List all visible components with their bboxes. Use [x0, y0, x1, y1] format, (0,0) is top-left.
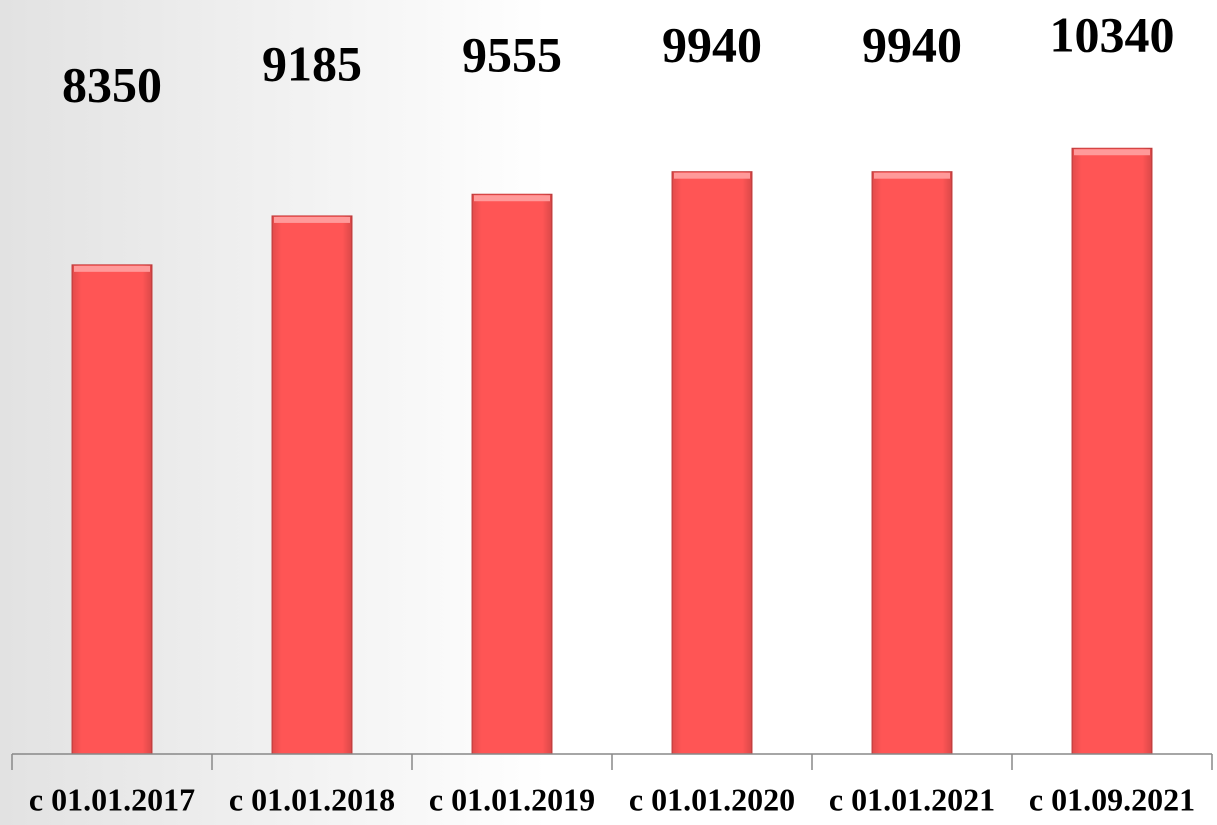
value-label: 9940 — [862, 17, 962, 73]
value-label: 10340 — [1050, 7, 1175, 63]
x-tick-label: c 01.01.2018 — [229, 781, 395, 817]
x-tick-label: c 01.01.2019 — [429, 781, 595, 817]
bar-shade — [472, 194, 552, 754]
x-tick-label: c 01.01.2020 — [629, 781, 795, 817]
x-tick-label: c 01.01.2021 — [829, 781, 995, 817]
bar-highlight — [274, 216, 350, 223]
value-label: 9185 — [262, 36, 362, 92]
bar-highlight — [74, 265, 150, 272]
bar-shade — [672, 171, 752, 755]
bar-shade — [72, 264, 152, 754]
bar-shade — [272, 215, 352, 754]
value-label: 9940 — [662, 17, 762, 73]
bar-shade — [872, 171, 952, 755]
bar-highlight — [1074, 149, 1150, 156]
value-label: 8350 — [62, 57, 162, 113]
bar-highlight — [674, 172, 750, 179]
x-tick-label: c 01.01.2017 — [29, 781, 195, 817]
bar-shade — [1072, 148, 1152, 754]
value-label: 9555 — [462, 26, 562, 82]
x-tick-label: c 01.09.2021 — [1029, 781, 1195, 817]
bar-highlight — [874, 172, 950, 179]
bar-highlight — [474, 195, 550, 202]
